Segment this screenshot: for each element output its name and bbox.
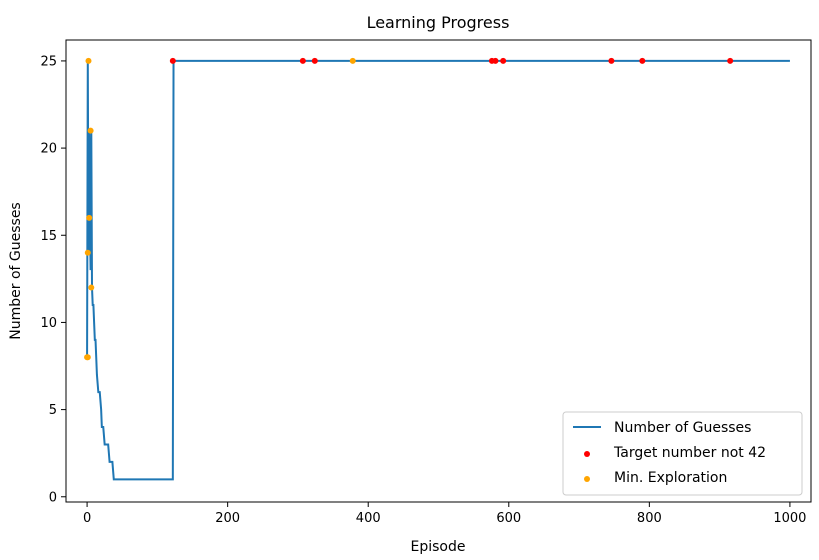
x-axis: 0 200 400 600 800 1000 [83, 502, 806, 526]
point-min-exploration [85, 57, 92, 64]
legend-label: Min. Exploration [614, 470, 727, 486]
legend-swatch-marker [584, 451, 590, 457]
x-tick-label: 400 [356, 511, 381, 526]
point-min-exploration [88, 284, 95, 291]
point-target-not-42 [500, 57, 507, 64]
point-target-not-42 [311, 57, 318, 64]
point-min-exploration [86, 214, 93, 221]
point-min-exploration [84, 249, 91, 256]
y-tick-label: 20 [40, 142, 57, 157]
point-target-not-42 [608, 57, 615, 64]
x-tick-label: 800 [637, 511, 662, 526]
y-tick-label: 5 [49, 403, 57, 418]
legend-label: Number of Guesses [614, 420, 751, 436]
x-tick-label: 200 [215, 511, 240, 526]
point-min-exploration [349, 57, 356, 64]
point-target-not-42 [492, 57, 499, 64]
point-target-not-42 [639, 57, 646, 64]
y-axis: 0 5 10 15 20 25 [40, 54, 66, 505]
y-tick-label: 10 [40, 316, 57, 331]
y-tick-label: 15 [40, 229, 57, 244]
point-target-not-42 [299, 57, 306, 64]
legend-box [562, 411, 803, 496]
y-tick-label: 25 [40, 54, 57, 69]
series-line-number-of-guesses [86, 59, 790, 481]
y-tick-label: 0 [49, 490, 57, 505]
x-tick-label: 1000 [773, 511, 806, 526]
point-min-exploration [84, 354, 91, 361]
legend-swatch-marker [584, 476, 590, 482]
x-tick-label: 600 [496, 511, 521, 526]
x-axis-title: Episode [411, 539, 466, 555]
point-target-not-42 [727, 57, 734, 64]
point-target-not-42 [169, 57, 176, 64]
legend: Number of Guesses Target number not 42 Min… [562, 411, 803, 496]
plot-area-frame [65, 39, 812, 503]
point-min-exploration [87, 127, 94, 134]
y-axis-title: Number of Guesses [8, 202, 24, 339]
x-tick-label: 0 [83, 511, 91, 526]
chart-title: Learning Progress [367, 13, 510, 32]
legend-label: Target number not 42 [613, 445, 766, 461]
plot-series [84, 57, 790, 481]
